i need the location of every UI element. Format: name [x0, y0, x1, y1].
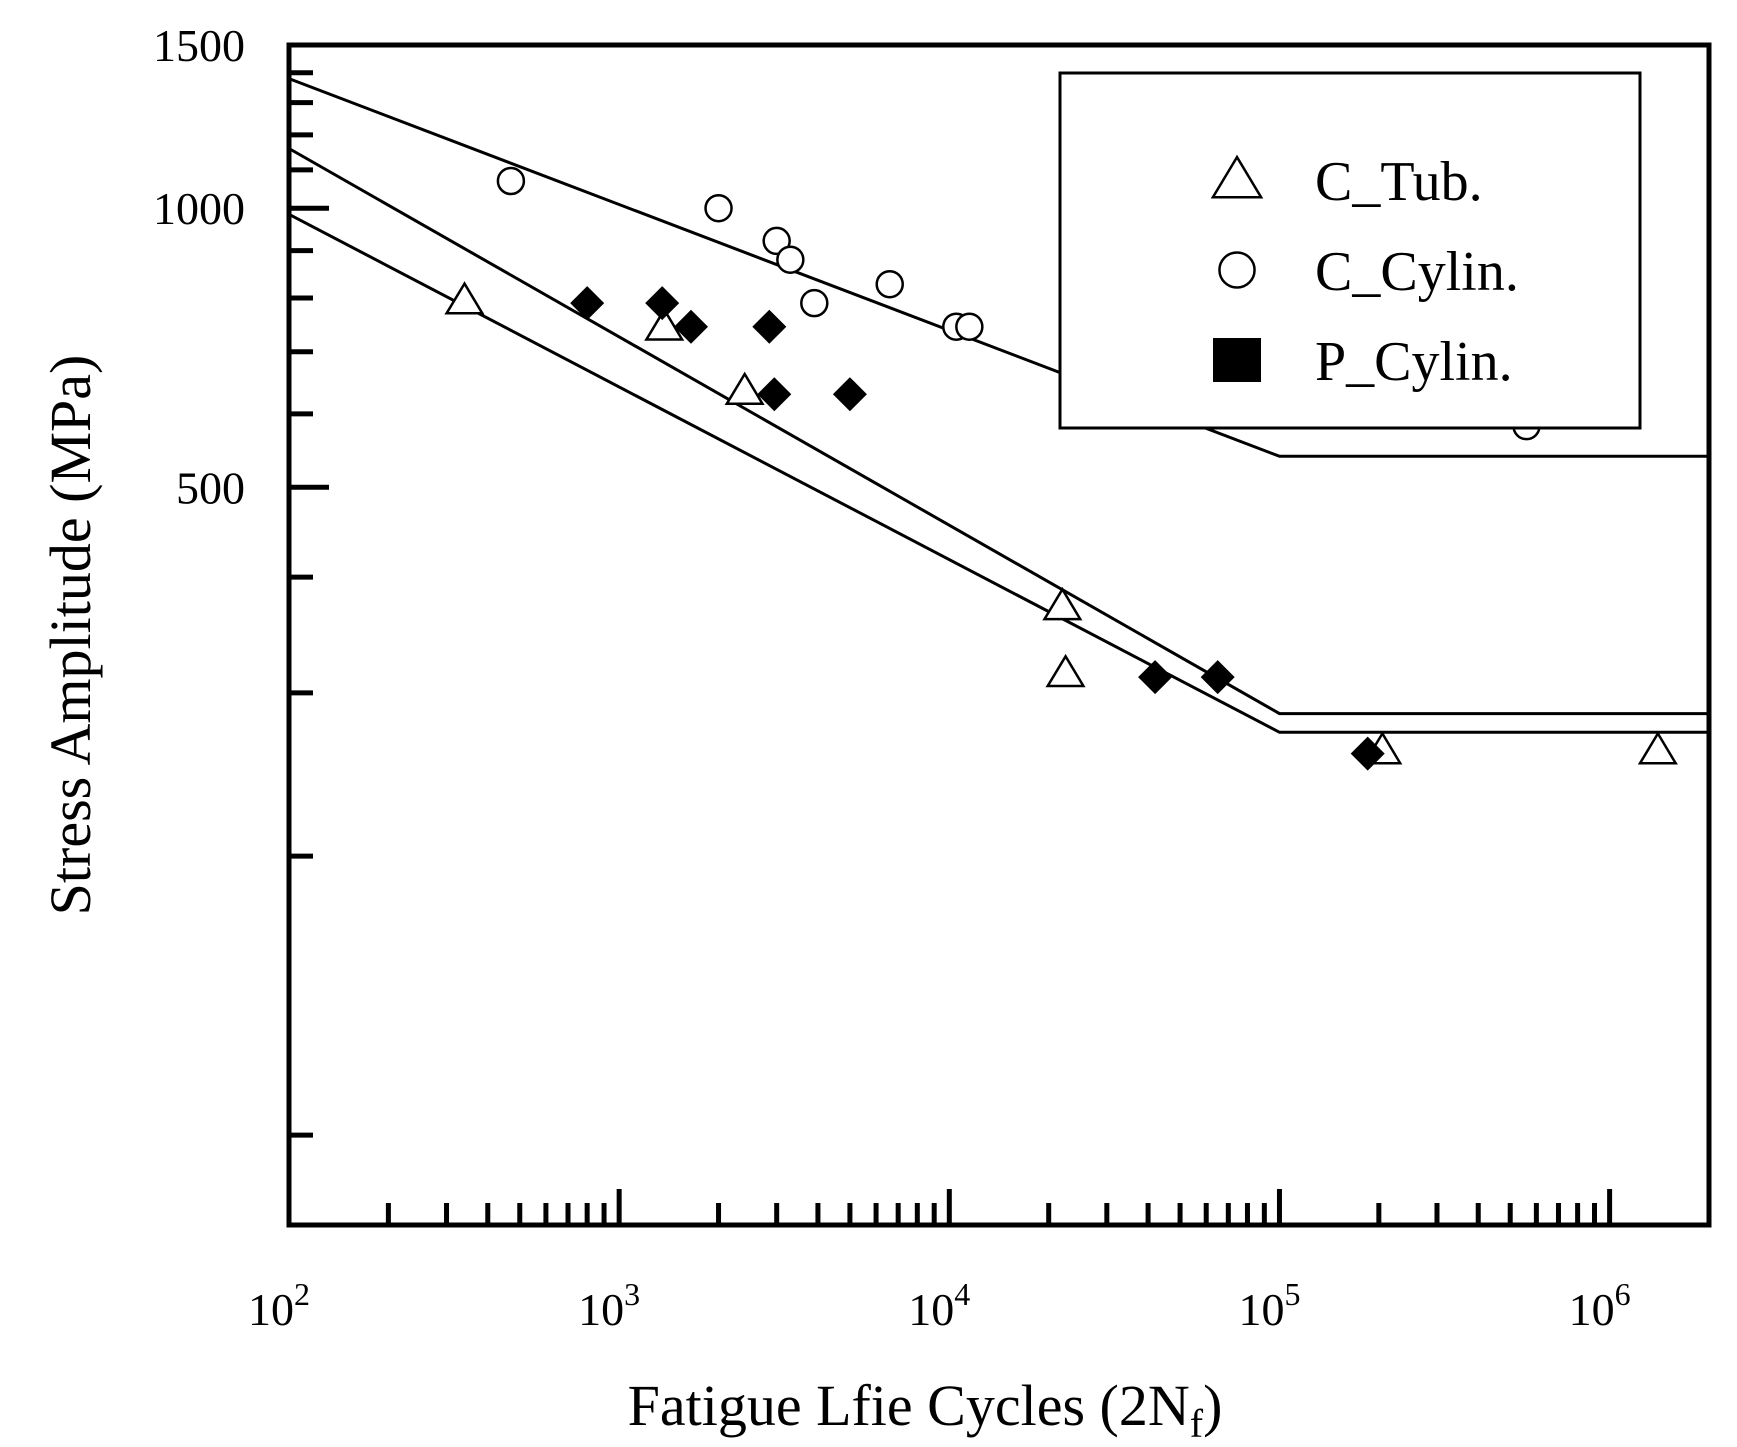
data-point [570, 286, 605, 321]
x-tick-label: 103 [578, 1276, 640, 1335]
data-point [724, 371, 765, 406]
y-tick-label: 1500 [153, 20, 245, 71]
data-point [644, 307, 685, 341]
x-tick-label: 104 [908, 1276, 970, 1335]
y-tick-label: 1000 [153, 183, 245, 234]
legend-marker [1213, 338, 1261, 382]
y-axis-title: Stress Amplitude (MPa) [38, 355, 103, 916]
data-point [1045, 653, 1086, 688]
x-tick-label: 105 [1238, 1276, 1300, 1335]
data-point [674, 309, 708, 344]
data-point [1042, 586, 1083, 621]
x-tick-label-exponent: 4 [954, 1276, 970, 1312]
plot-frame [286, 42, 1712, 1228]
data-point [875, 269, 904, 299]
data-point [444, 281, 485, 315]
data-point [1200, 660, 1235, 695]
data-point [832, 377, 867, 412]
x-tick-label-base: 10 [578, 1284, 624, 1335]
legend-label: P_Cylin. [1315, 331, 1513, 393]
x-axis-title-close: ) [1203, 1373, 1222, 1438]
legend: C_Tub. C_Cylin. P_Cylin. [1058, 71, 1642, 430]
data-point [800, 288, 829, 318]
series-0 [444, 281, 1678, 765]
legend-box [1058, 71, 1642, 430]
fit-line-lower [288, 212, 1709, 734]
y-tick-labels: 1500 1000 500 [153, 20, 245, 513]
legend-label: C_Cylin. [1315, 241, 1519, 303]
x-tick-labels: 102 103 104 105 106 [248, 1276, 1631, 1335]
fit-line-upper [288, 77, 1709, 458]
x-tick-label: 102 [248, 1276, 310, 1335]
data-point [1138, 660, 1173, 695]
data-point [1350, 736, 1385, 771]
legend-marker [1218, 251, 1256, 289]
data-point [704, 193, 733, 223]
fit-lines [288, 77, 1709, 734]
x-axis-title-main: Fatigue Lfie Cycles (2N [628, 1373, 1190, 1438]
legend-label: C_Tub. [1315, 151, 1483, 213]
x-axis-title: Fatigue Lfie Cycles (2Nf) [628, 1373, 1223, 1446]
data-point [752, 309, 787, 344]
legend-marker [1210, 154, 1264, 199]
data-point [1637, 731, 1678, 765]
data-point [496, 166, 526, 196]
x-tick-label-exponent: 3 [624, 1276, 640, 1312]
x-tick-label-exponent: 2 [294, 1276, 310, 1312]
series-2 [570, 286, 1385, 771]
x-tick-label: 106 [1569, 1276, 1631, 1335]
x-tick-label-base: 10 [1569, 1284, 1615, 1335]
data-point [645, 286, 680, 321]
x-tick-label-base: 10 [1238, 1284, 1284, 1335]
y-tick-label: 500 [176, 462, 245, 513]
data-point [955, 312, 984, 341]
data-point [776, 245, 805, 274]
x-tick-label-exponent: 6 [1615, 1276, 1631, 1312]
x-tick-label-base: 10 [908, 1284, 954, 1335]
axis-ticks [289, 42, 1712, 1225]
x-tick-label-base: 10 [248, 1284, 294, 1335]
fit-line-middle [288, 147, 1709, 716]
data-point [757, 377, 792, 412]
legend-items: C_Tub. C_Cylin. P_Cylin. [1210, 151, 1519, 393]
x-tick-label-exponent: 5 [1284, 1276, 1300, 1312]
x-axis-title-subscript: f [1190, 1401, 1204, 1446]
